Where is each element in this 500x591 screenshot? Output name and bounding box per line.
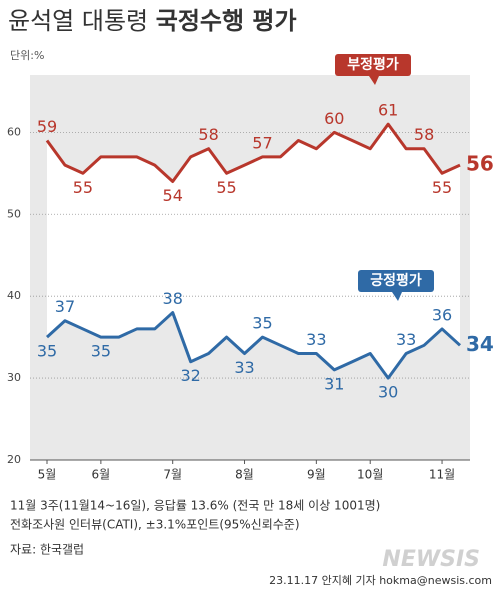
value-label: 32 bbox=[180, 366, 200, 385]
legend-box bbox=[358, 270, 434, 292]
x-tick-label: 5월 bbox=[38, 468, 57, 482]
series-line bbox=[45, 122, 461, 183]
value-label: 33 bbox=[396, 330, 416, 349]
value-label: 33 bbox=[234, 358, 254, 377]
note: 11월 3주(11월14~16일), 응답률 13.6% (전국 만 18세 이… bbox=[10, 499, 380, 513]
note: 전화조사원 인터뷰(CATI), ±3.1%포인트(95%신뢰수준) bbox=[10, 518, 300, 532]
value-label: 61 bbox=[378, 101, 398, 120]
x-tick-label: 7월 bbox=[163, 468, 182, 482]
gap-area bbox=[47, 124, 460, 379]
y-tick-label: 50 bbox=[7, 207, 21, 220]
value-label: 35 bbox=[252, 314, 272, 333]
value-label: 35 bbox=[91, 342, 111, 361]
y-tick-label: 60 bbox=[7, 125, 21, 138]
value-label: 58 bbox=[414, 125, 434, 144]
value-label: 37 bbox=[55, 297, 75, 316]
value-label: 58 bbox=[198, 125, 218, 144]
y-tick-label: 40 bbox=[7, 289, 21, 302]
credit: 23.11.17 안지혜 기자 hokma@newsis.com bbox=[269, 574, 492, 587]
x-tick-label: 8월 bbox=[235, 468, 254, 482]
logo: NEWSIS bbox=[382, 547, 480, 572]
unit-label: 단위:% bbox=[10, 49, 44, 62]
legend-label: 부정평가 bbox=[347, 56, 399, 73]
legend-pointer bbox=[392, 292, 402, 301]
legend-box bbox=[335, 54, 411, 76]
value-label: 60 bbox=[324, 109, 344, 128]
y-tick-label: 20 bbox=[7, 453, 21, 466]
x-tick-label: 9월 bbox=[307, 468, 326, 482]
series-line bbox=[45, 311, 462, 380]
title-part: 국정수행 평가 bbox=[156, 7, 297, 35]
value-label: 31 bbox=[324, 374, 344, 393]
title-part: 윤석열 대통령 bbox=[8, 7, 148, 35]
plot: 20 30 40 50 60 5월 6월 7월 8월 9월 10월 11월 59 55 54 58 55 57 60… bbox=[7, 54, 494, 482]
value-label: 56 bbox=[466, 152, 494, 176]
value-label: 57 bbox=[252, 133, 272, 152]
value-label: 55 bbox=[216, 178, 236, 197]
value-label: 34 bbox=[466, 332, 494, 356]
value-label: 30 bbox=[378, 383, 398, 402]
value-label: 38 bbox=[163, 289, 183, 308]
value-label: 54 bbox=[163, 186, 183, 205]
chart-title: 윤석열 대통령 국정수행 평가 bbox=[8, 7, 297, 35]
value-label: 33 bbox=[306, 330, 326, 349]
x-tick-label: 10월 bbox=[357, 468, 383, 482]
value-label: 59 bbox=[37, 117, 57, 136]
x-tick-label: 11월 bbox=[429, 468, 455, 482]
note: 자료: 한국갤럽 bbox=[10, 543, 84, 557]
legend-label: 긍정평가 bbox=[370, 272, 422, 289]
y-tick-label: 30 bbox=[7, 371, 21, 384]
value-label: 55 bbox=[432, 178, 452, 197]
x-tick-label: 6월 bbox=[92, 468, 111, 482]
value-label: 55 bbox=[73, 178, 93, 197]
value-label: 36 bbox=[432, 305, 452, 324]
value-label: 35 bbox=[37, 342, 57, 361]
legend-pointer bbox=[369, 76, 379, 85]
